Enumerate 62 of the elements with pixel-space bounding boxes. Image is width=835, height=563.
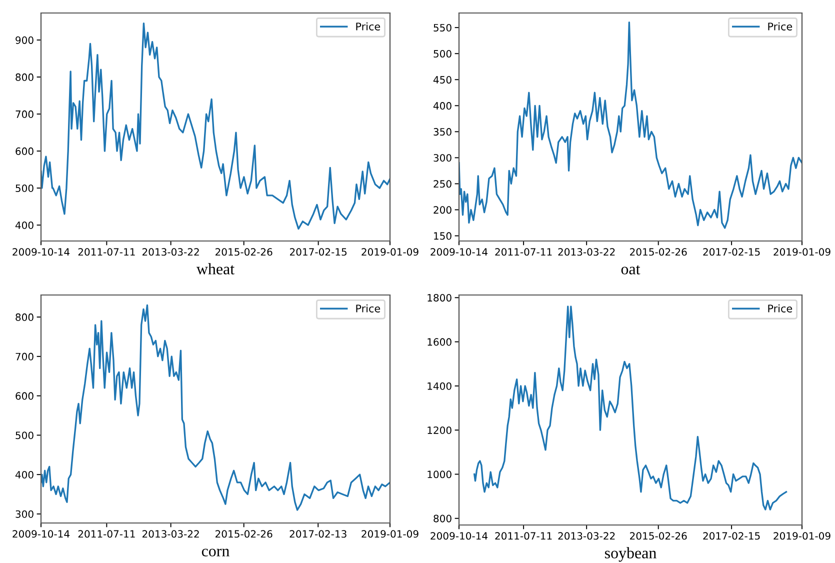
x-tick-label: 2009-10-14	[430, 532, 488, 540]
y-tick-label: 600	[16, 147, 34, 155]
y-tick-label: 1800	[428, 294, 452, 302]
x-tick-label: 2013-03-22	[142, 248, 199, 256]
x-tick-label: 2009-10-14	[12, 248, 70, 256]
x-axis-title: corn	[202, 548, 230, 556]
x-tick-label: 2013-03-22	[558, 532, 615, 540]
x-tick-label: 2017-02-15	[290, 248, 346, 256]
y-tick-label: 450	[433, 76, 452, 84]
x-tick-label: 2011-07-11	[78, 248, 135, 256]
x-tick-label: 2017-02-15	[703, 532, 760, 540]
x-tick-label: 2013-03-22	[142, 530, 199, 538]
y-tick-label: 700	[16, 110, 34, 118]
x-tick-label: 2019-01-09	[362, 530, 418, 538]
x-axis-title: wheat	[196, 263, 234, 274]
y-tick-label: 1400	[428, 382, 452, 390]
y-tick-label: 500	[16, 184, 34, 192]
x-tick-label: 2009-10-14	[430, 248, 488, 256]
legend-label: Price	[768, 22, 792, 30]
x-tick-label: 2015-02-26	[630, 532, 687, 540]
y-tick-label: 500	[16, 432, 34, 440]
y-tick-label: 500	[434, 50, 452, 58]
x-tick-label: 2019-01-09	[774, 248, 830, 256]
y-tick-label: 400	[15, 470, 34, 479]
y-tick-label: 400	[15, 221, 34, 230]
x-tick-label: 2011-07-11	[495, 532, 552, 540]
x-tick-label: 2011-07-11	[495, 248, 552, 256]
y-tick-label: 800	[16, 313, 34, 321]
y-tick-label: 600	[16, 392, 34, 400]
y-tick-label: 1200	[428, 426, 452, 434]
y-tick-label: 350	[434, 128, 452, 136]
y-tick-label: 150	[434, 232, 452, 240]
x-tick-label: 2015-02-26	[216, 248, 272, 256]
legend-label: Price	[768, 304, 792, 312]
y-tick-label: 250	[434, 180, 452, 188]
x-tick-label: 2019-01-09	[774, 532, 830, 540]
line-series	[41, 304, 390, 511]
legend-label: Price	[356, 22, 380, 30]
x-axis-title: oat	[621, 265, 640, 274]
y-tick-label: 700	[16, 352, 34, 360]
y-tick-label: 200	[434, 206, 452, 214]
y-tick-label: 800	[16, 73, 34, 81]
x-tick-label: 2017-02-15	[703, 248, 760, 256]
x-axis-title: soybean	[604, 547, 656, 562]
y-tick-label: 800	[434, 514, 452, 522]
x-tick-label: 2009-10-14	[12, 530, 70, 538]
x-tick-label: 2019-01-09	[362, 248, 418, 256]
y-tick-label: 900	[16, 36, 34, 44]
line-series	[459, 22, 802, 229]
legend-label: Price	[356, 304, 380, 312]
y-tick-label: 300	[434, 154, 452, 162]
y-tick-label: 1600	[428, 338, 452, 346]
x-tick-label: 2015-02-26	[630, 248, 687, 256]
y-tick-label: 300	[16, 510, 34, 518]
x-tick-label: 2017-02-13	[290, 530, 346, 538]
x-tick-label: 2013-03-22	[558, 248, 615, 256]
line-series	[41, 22, 390, 230]
y-tick-label: 1000	[428, 470, 452, 478]
x-tick-label: 2015-02-26	[216, 530, 272, 538]
y-tick-label: 400	[433, 102, 452, 110]
y-tick-label: 550	[434, 24, 452, 32]
x-tick-label: 2011-07-11	[78, 530, 135, 538]
